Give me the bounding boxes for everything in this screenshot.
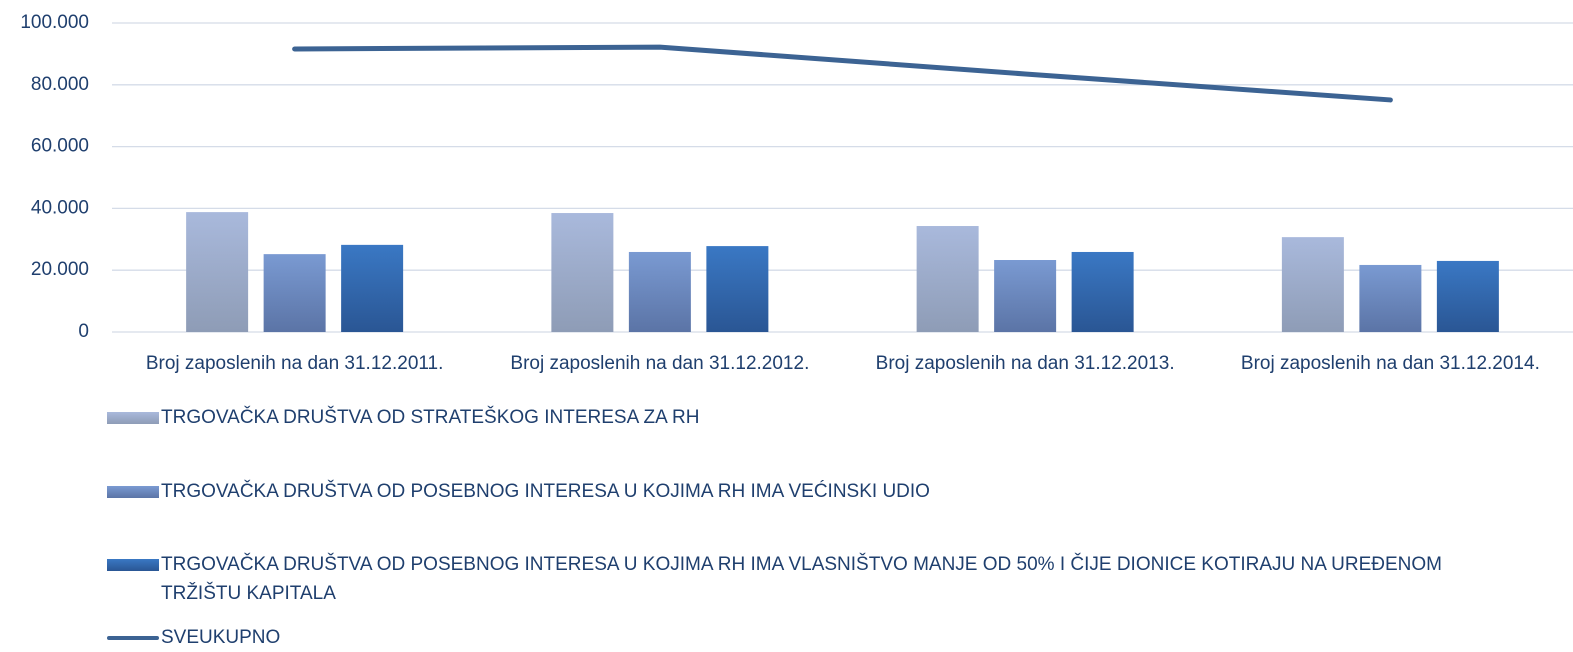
bar [1436,260,1499,332]
y-tick-label: 80.000 [31,74,89,95]
line [292,44,1393,103]
legend-swatch [107,412,159,424]
x-tick-label: Broj zaposlenih na dan 31.12.2014. [1241,353,1540,374]
legend-label: SVEUKUPNO [161,627,281,648]
y-tick-label: 40.000 [31,197,89,218]
legend-label: TRGOVAČKA DRUŠTVA OD STRATEŠKOG INTERESA… [161,407,700,428]
bar [916,226,979,332]
bar [263,254,326,332]
x-tick-label: Broj zaposlenih na dan 31.12.2011. [146,353,444,374]
y-tick-label: 60.000 [31,136,89,157]
y-tick-label: 20.000 [31,259,89,280]
legend-item: TRGOVAČKA DRUŠTVA OD STRATEŠKOG INTERESA… [107,403,1527,432]
legend-item: TRGOVAČKA DRUŠTVA OD POSEBNOG INTERESA U… [107,550,1527,608]
bar [551,213,614,332]
bar [706,246,769,332]
legend-label: TRGOVAČKA DRUŠTVA OD POSEBNOG INTERESA U… [161,481,930,502]
bar [1071,251,1134,332]
x-tick-label: Broj zaposlenih na dan 31.12.2013. [876,353,1175,374]
bar [1359,264,1422,332]
legend-swatch [107,486,159,498]
legend-item: TRGOVAČKA DRUŠTVA OD POSEBNOG INTERESA U… [107,477,1527,506]
y-tick-label: 0 [78,321,89,342]
legend-item: SVEUKUPNO [107,623,1527,652]
x-tick-label: Broj zaposlenih na dan 31.12.2012. [510,353,809,374]
bar [1281,237,1344,332]
bar [186,212,249,332]
bar [628,251,691,332]
legend-swatch [107,636,159,640]
y-tick-label: 100.000 [20,12,89,33]
legend-swatch [107,559,159,571]
legend-label: TRGOVAČKA DRUŠTVA OD POSEBNOG INTERESA U… [161,554,1442,604]
bar [341,244,404,332]
bar [994,260,1057,332]
